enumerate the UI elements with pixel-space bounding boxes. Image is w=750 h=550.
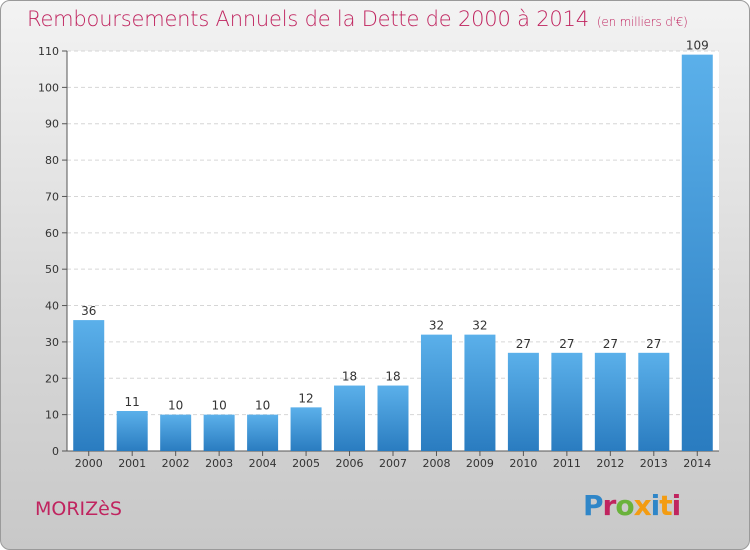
city-name: MORIZèS [35,498,122,520]
x-tick-label: 2003 [205,457,233,470]
y-tick-label: 70 [45,190,59,203]
bar-value-label: 27 [559,337,574,351]
bar-value-label: 27 [603,337,618,351]
bar-value-label: 10 [255,399,270,413]
bar-value-label: 12 [298,391,313,405]
bar [247,414,279,451]
logo-letter: x [633,489,652,522]
y-tick-label: 80 [45,154,59,167]
bar [507,352,539,451]
bar [73,320,105,451]
x-tick-label: 2005 [292,457,320,470]
logo-letter: o [615,489,634,522]
bar-value-label: 32 [429,319,444,333]
bar-value-label: 11 [125,395,140,409]
y-tick-label: 60 [45,227,59,240]
y-tick-label: 20 [45,372,59,385]
x-tick-label: 2012 [596,457,624,470]
bar-value-label: 109 [686,39,709,53]
y-tick-label: 110 [38,45,59,58]
bar-value-label: 27 [646,337,661,351]
logo-letter: t [659,489,672,522]
logo-letter: r [602,489,617,522]
bar [638,352,670,451]
bar [551,352,583,451]
chart-title: Remboursements Annuels de la Dette de 20… [27,7,688,31]
x-tick-label: 2013 [640,457,668,470]
y-tick-label: 10 [45,409,59,422]
bar-value-label: 18 [385,370,400,384]
bar [594,352,626,451]
logo-letter: P [583,489,604,522]
bar [377,385,409,451]
x-tick-label: 2011 [553,457,581,470]
y-tick-label: 0 [52,445,59,458]
x-tick-label: 2001 [118,457,146,470]
bar [464,334,496,451]
bar [290,407,322,451]
bar [420,334,452,451]
bar-value-label: 18 [342,370,357,384]
x-tick-label: 2008 [422,457,450,470]
bar-value-label: 10 [211,399,226,413]
bar-value-label: 32 [472,319,487,333]
y-tick-label: 40 [45,300,59,313]
bar [334,385,366,451]
y-tick-label: 50 [45,263,59,276]
bar-value-label: 10 [168,399,183,413]
x-tick-label: 2007 [379,457,407,470]
bar [681,54,713,452]
logo-letter: i [671,489,682,522]
title-text: Remboursements Annuels de la Dette de 20… [27,7,589,31]
title-unit: (en milliers d'€) [596,15,688,29]
bar [160,414,192,451]
logo-letter: i [650,489,661,522]
proxiti-logo: Proxiti [583,489,682,522]
y-tick-label: 30 [45,336,59,349]
x-tick-label: 2000 [75,457,103,470]
bar [116,411,148,451]
x-tick-label: 2002 [162,457,190,470]
x-tick-label: 2010 [509,457,537,470]
bar-value-label: 27 [516,337,531,351]
bar [203,414,235,451]
bar-value-label: 36 [81,304,96,318]
y-tick-label: 90 [45,118,59,131]
x-tick-label: 2006 [336,457,364,470]
x-tick-label: 2004 [249,457,277,470]
x-tick-label: 2014 [683,457,711,470]
x-tick-label: 2009 [466,457,494,470]
y-tick-label: 100 [38,81,59,94]
